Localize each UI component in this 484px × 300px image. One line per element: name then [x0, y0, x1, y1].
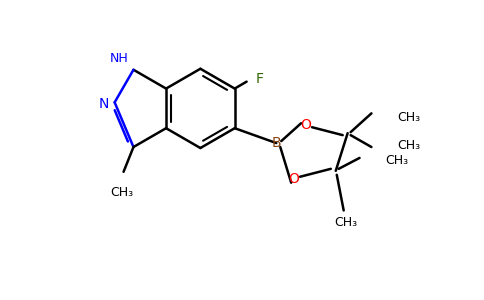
Text: CH₃: CH₃	[110, 186, 133, 199]
Text: NH: NH	[110, 52, 129, 65]
Text: CH₃: CH₃	[397, 111, 420, 124]
Text: CH₃: CH₃	[385, 154, 408, 167]
Text: F: F	[256, 72, 263, 86]
Text: O: O	[301, 118, 312, 132]
Text: CH₃: CH₃	[334, 216, 357, 230]
Text: N: N	[98, 97, 109, 111]
Text: CH₃: CH₃	[397, 139, 420, 152]
Text: B: B	[272, 136, 281, 150]
Text: O: O	[289, 172, 300, 186]
